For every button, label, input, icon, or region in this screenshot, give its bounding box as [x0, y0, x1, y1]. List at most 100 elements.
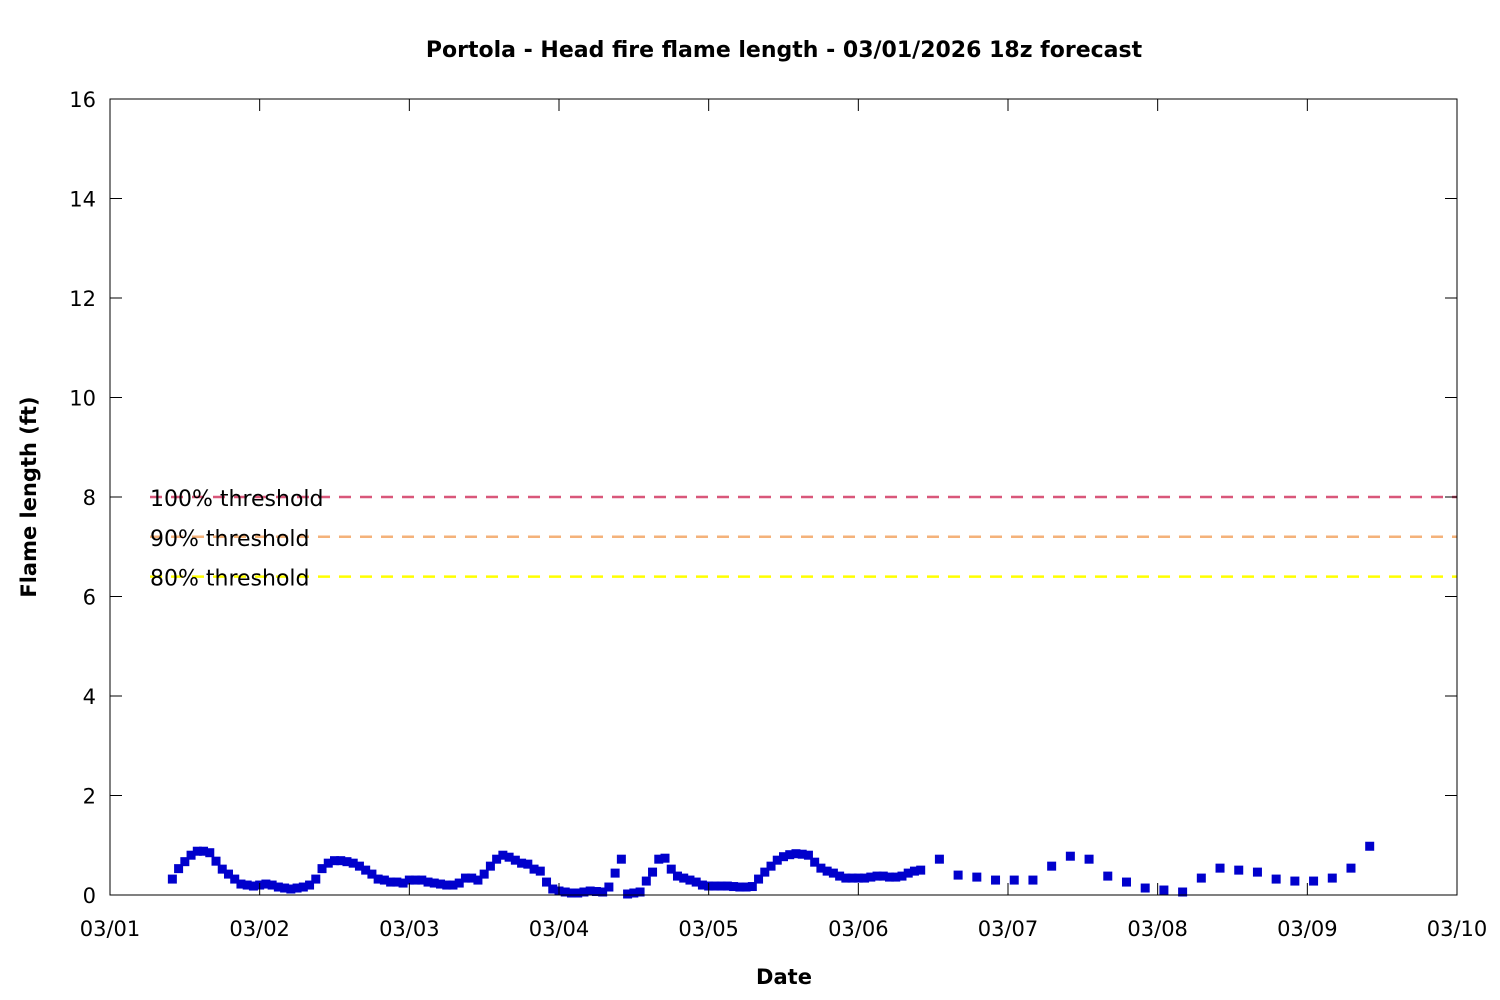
data-point	[467, 873, 477, 883]
data-point	[386, 877, 396, 887]
data-point	[629, 888, 639, 898]
data-point	[754, 874, 764, 884]
data-point	[529, 864, 539, 874]
data-point	[273, 882, 283, 892]
data-point	[835, 871, 845, 881]
data-point	[336, 856, 346, 866]
y-tick-label: 4	[83, 685, 96, 709]
data-point	[417, 875, 427, 885]
data-point	[623, 889, 633, 899]
data-point	[280, 883, 290, 893]
data-point	[242, 880, 252, 890]
data-point	[1365, 841, 1375, 851]
data-point	[953, 870, 963, 880]
data-point	[217, 864, 227, 874]
data-point	[616, 854, 626, 864]
y-tick-label: 6	[83, 586, 96, 610]
data-point	[654, 854, 664, 864]
data-point	[566, 888, 576, 898]
x-tick-label: 03/02	[229, 917, 290, 941]
data-point	[573, 888, 583, 898]
data-point	[697, 880, 707, 890]
data-point	[454, 878, 464, 888]
data-point	[473, 875, 483, 885]
data-point	[1065, 851, 1075, 861]
data-point	[248, 881, 258, 891]
data-point	[1047, 861, 1057, 871]
data-point	[797, 849, 807, 859]
data-point	[1309, 876, 1319, 886]
threshold-label: 80% threshold	[150, 567, 310, 592]
data-point	[174, 864, 184, 874]
y-tick-label: 8	[83, 486, 96, 510]
data-point	[192, 846, 202, 856]
x-tick-label: 03/05	[678, 917, 739, 941]
data-point	[367, 869, 377, 879]
data-point	[828, 868, 838, 878]
data-point	[604, 882, 614, 892]
data-point	[716, 881, 726, 891]
data-point	[785, 850, 795, 860]
data-point	[448, 880, 458, 890]
data-point	[810, 857, 820, 867]
data-point	[498, 850, 508, 860]
data-point	[872, 871, 882, 881]
data-point	[1215, 863, 1225, 873]
x-tick-label: 03/09	[1277, 917, 1338, 941]
data-point	[411, 875, 421, 885]
y-tick-label: 16	[69, 88, 96, 112]
data-point	[535, 866, 545, 876]
data-point	[354, 861, 364, 871]
data-point	[853, 873, 863, 883]
data-point	[735, 882, 745, 892]
data-point	[591, 887, 601, 897]
data-point	[211, 856, 221, 866]
x-tick-label: 03/08	[1127, 917, 1188, 941]
data-point	[311, 874, 321, 884]
data-point	[610, 868, 620, 878]
data-point	[479, 869, 489, 879]
data-point	[330, 856, 339, 866]
data-point	[885, 872, 895, 882]
data-point	[710, 881, 720, 891]
data-point	[648, 867, 658, 877]
data-point	[897, 871, 907, 881]
data-point	[1140, 883, 1150, 893]
data-point	[641, 876, 651, 886]
data-point	[741, 882, 751, 892]
data-point	[1346, 863, 1356, 873]
data-point	[236, 879, 246, 889]
y-tick-label: 2	[83, 785, 96, 809]
x-tick-label: 03/10	[1427, 917, 1488, 941]
data-point	[180, 857, 190, 867]
data-point	[747, 882, 757, 892]
data-point	[1103, 871, 1113, 881]
data-point	[1009, 875, 1019, 885]
data-point	[585, 886, 595, 896]
data-point	[1121, 877, 1131, 887]
data-point	[392, 877, 402, 887]
data-point	[1271, 874, 1281, 884]
data-point	[729, 882, 739, 892]
data-point	[436, 879, 446, 889]
data-point	[523, 859, 533, 869]
data-point	[323, 858, 333, 868]
data-point	[909, 866, 919, 876]
threshold-label: 100% threshold	[150, 487, 324, 512]
data-point	[542, 877, 552, 887]
data-point	[991, 875, 1001, 885]
data-points	[167, 841, 1375, 899]
y-tick-label: 14	[69, 188, 96, 212]
data-point	[579, 887, 589, 897]
threshold-label: 90% threshold	[150, 527, 310, 552]
y-tick-label: 10	[69, 387, 96, 411]
x-tick-label: 03/01	[80, 917, 141, 941]
data-point	[1159, 885, 1169, 895]
data-point	[342, 857, 352, 867]
data-point	[766, 861, 776, 871]
plot-frame	[109, 98, 1458, 896]
y-axis-label: Flame length (ft)	[17, 396, 41, 597]
data-point	[292, 883, 302, 893]
